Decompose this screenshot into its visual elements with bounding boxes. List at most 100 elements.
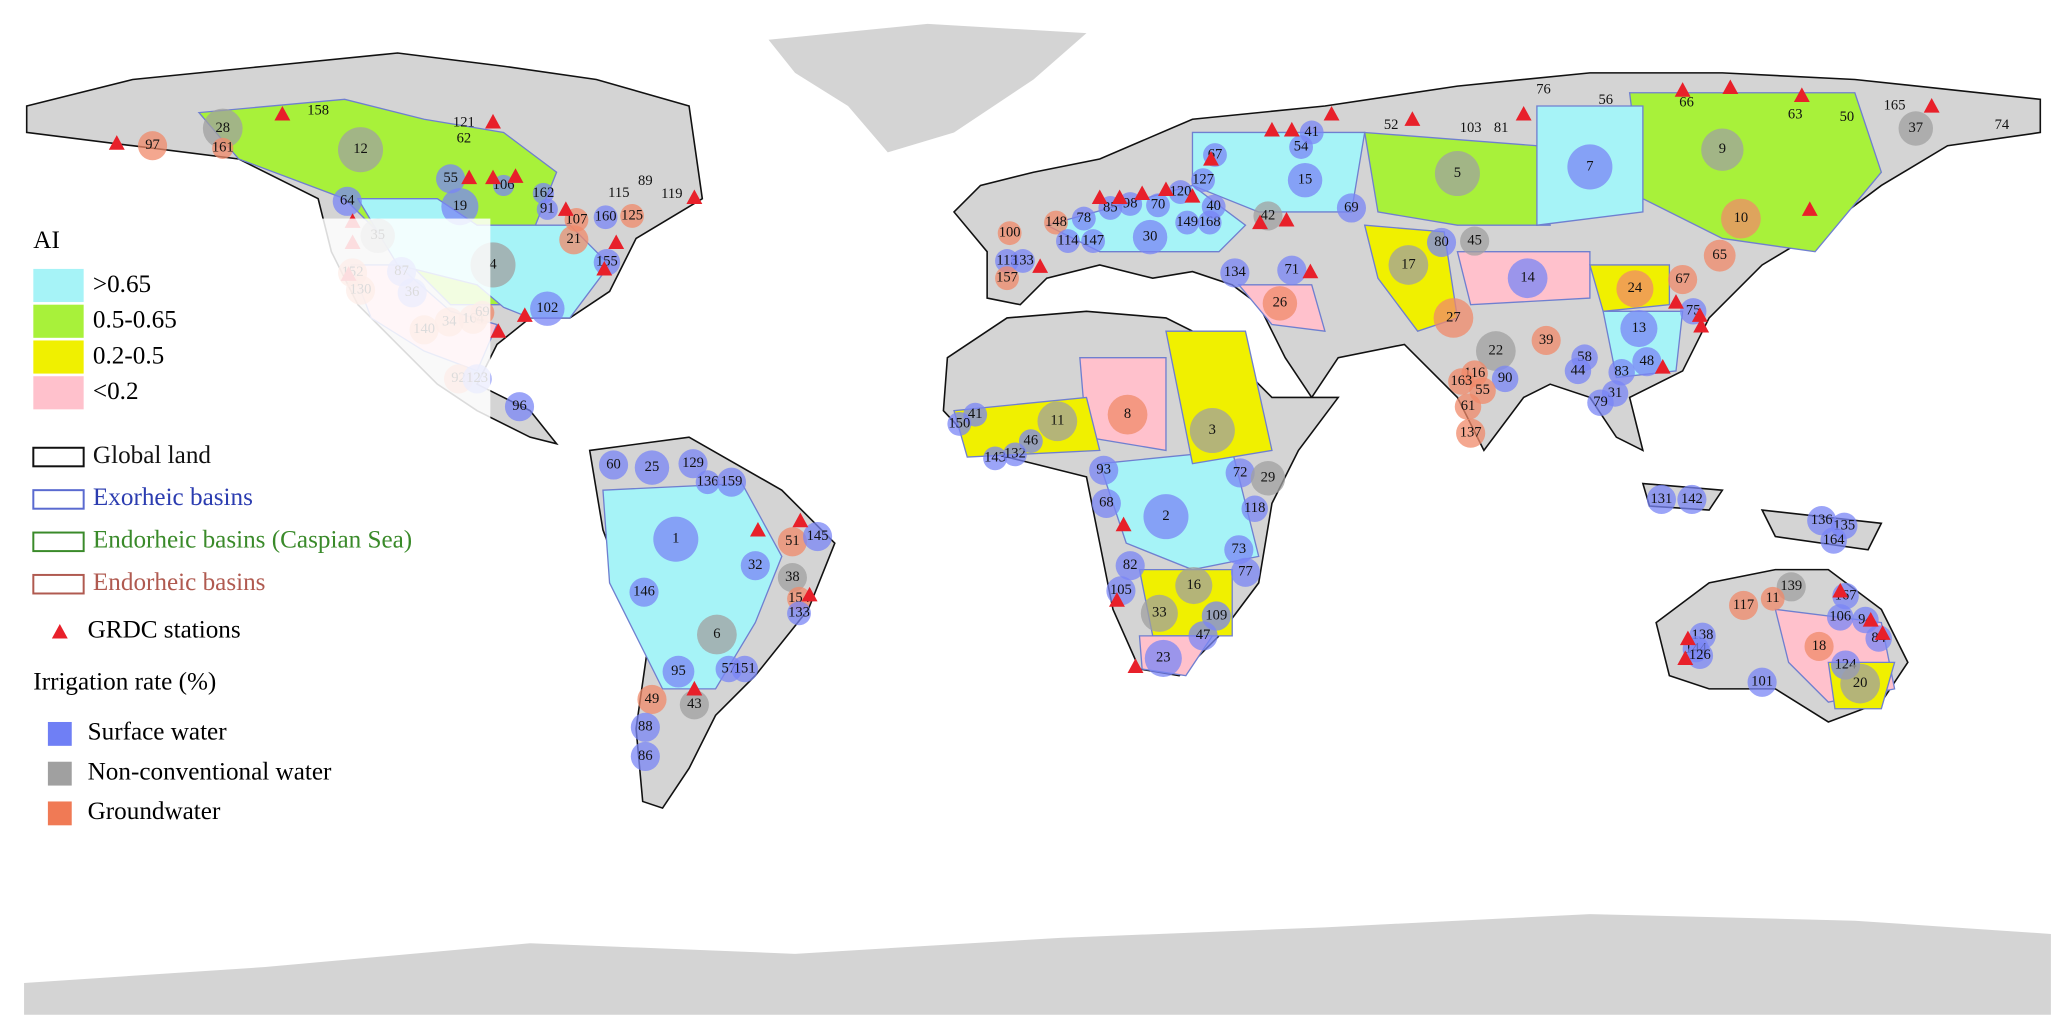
basin-pie xyxy=(1132,219,1168,255)
basin-id: 43 xyxy=(687,696,702,712)
basin-id: 63 xyxy=(1788,107,1803,123)
basin-pie xyxy=(1632,347,1662,377)
station xyxy=(1203,151,1219,166)
basin-pie xyxy=(1587,389,1614,416)
basin-id: 90 xyxy=(1498,370,1513,386)
basin-pie xyxy=(1010,249,1035,273)
legend-label: 0.5-0.65 xyxy=(93,307,177,334)
basin-pie xyxy=(678,449,708,479)
basin-id: 149 xyxy=(1176,214,1198,230)
basin-pie xyxy=(1144,639,1182,677)
basin-pie xyxy=(441,188,479,226)
basin-id: 101 xyxy=(1751,674,1773,690)
basin-id: 72 xyxy=(1233,464,1248,480)
station xyxy=(557,201,574,216)
basin-pie xyxy=(1426,227,1457,257)
legend-swatch xyxy=(33,340,84,374)
basin-id: 132 xyxy=(1004,446,1026,462)
basin-pie xyxy=(1220,258,1250,288)
basin-pie xyxy=(630,712,660,742)
station xyxy=(507,168,524,183)
basin-id: 160 xyxy=(595,209,617,225)
basin-id: 55 xyxy=(443,170,458,186)
station xyxy=(1722,79,1739,95)
basin-pie xyxy=(1168,180,1193,205)
basin-pie xyxy=(1454,393,1482,420)
basin-pie xyxy=(1807,506,1837,536)
basin-pie xyxy=(679,690,709,720)
legend-label: 0.2-0.5 xyxy=(93,342,164,369)
basin-id: 56 xyxy=(1599,92,1614,108)
legend-outline xyxy=(32,489,85,510)
basin-id: 125 xyxy=(621,207,643,223)
basin-pie xyxy=(598,450,629,480)
basin-pie xyxy=(695,470,720,495)
basin-pie xyxy=(1475,331,1516,371)
basin-pie xyxy=(1608,359,1635,386)
basin-id: 74 xyxy=(1995,117,2010,133)
basin-id: 80 xyxy=(1434,234,1449,250)
basin-id: 133 xyxy=(788,605,810,621)
station xyxy=(1283,121,1300,137)
basin-id: 98 xyxy=(1123,195,1138,211)
legend-label: Endorheic basins (Caspian Sea) xyxy=(93,527,412,554)
basin-pie xyxy=(662,655,695,688)
basin-pie xyxy=(716,467,747,497)
basin-pie xyxy=(1677,484,1707,514)
basin-id: 69 xyxy=(1344,199,1359,215)
legend-outline xyxy=(32,446,85,468)
basin-pie xyxy=(1721,198,1761,239)
basin-pie xyxy=(436,164,466,194)
basin-id: 62 xyxy=(457,130,472,146)
station xyxy=(1923,98,1940,113)
basin-id: 12 xyxy=(353,141,368,157)
station xyxy=(1832,582,1849,598)
basin-id: 126 xyxy=(1689,647,1711,663)
basin-pie xyxy=(777,563,807,593)
station xyxy=(1677,650,1694,666)
basin-id: 47 xyxy=(1196,627,1211,643)
station xyxy=(608,234,625,250)
basin-pie xyxy=(1250,461,1286,496)
basin-pie xyxy=(787,601,811,626)
basin-pie xyxy=(1840,663,1881,704)
basin-pie xyxy=(1804,631,1834,662)
basin-pie xyxy=(137,131,168,161)
basin-pie xyxy=(620,204,645,228)
station xyxy=(1278,211,1295,227)
legend-label: Surface water xyxy=(88,719,228,746)
basin-pie xyxy=(1140,594,1178,632)
basin-area xyxy=(602,482,783,690)
basin-id: 42 xyxy=(1261,207,1276,223)
legend-label: GRDC stations xyxy=(88,617,241,644)
basin-pie xyxy=(1146,193,1170,218)
basin-id: 157 xyxy=(996,270,1018,286)
basin-pie xyxy=(1898,111,1933,146)
basin-pie xyxy=(629,577,659,607)
basin-pie xyxy=(1531,325,1561,356)
station xyxy=(1091,189,1108,205)
basin-id: 64 xyxy=(340,193,355,209)
legend-title: AI xyxy=(33,227,60,254)
basin-pie xyxy=(1460,226,1490,256)
basin-pie xyxy=(1224,535,1254,565)
basin-id: 55 xyxy=(1475,382,1490,398)
station xyxy=(1668,294,1684,309)
basin-pie xyxy=(1701,128,1744,171)
basin-id: 78 xyxy=(1077,210,1092,226)
stations xyxy=(108,79,1940,696)
basin-id: 4 xyxy=(489,256,497,272)
basin-id: 81 xyxy=(1494,120,1509,136)
basin-id: 93 xyxy=(1096,462,1111,478)
basin-id: 32 xyxy=(748,557,763,573)
basin-id: 46 xyxy=(1024,432,1039,448)
basin-pie xyxy=(1646,484,1676,514)
basin-id: 120 xyxy=(1170,183,1192,199)
basin-pie xyxy=(637,684,667,715)
basin-id: 127 xyxy=(1192,172,1214,188)
basin-id: 21 xyxy=(567,231,582,247)
basin-id: 49 xyxy=(645,691,660,707)
basin-pie xyxy=(1081,229,1106,254)
station xyxy=(1115,516,1132,532)
